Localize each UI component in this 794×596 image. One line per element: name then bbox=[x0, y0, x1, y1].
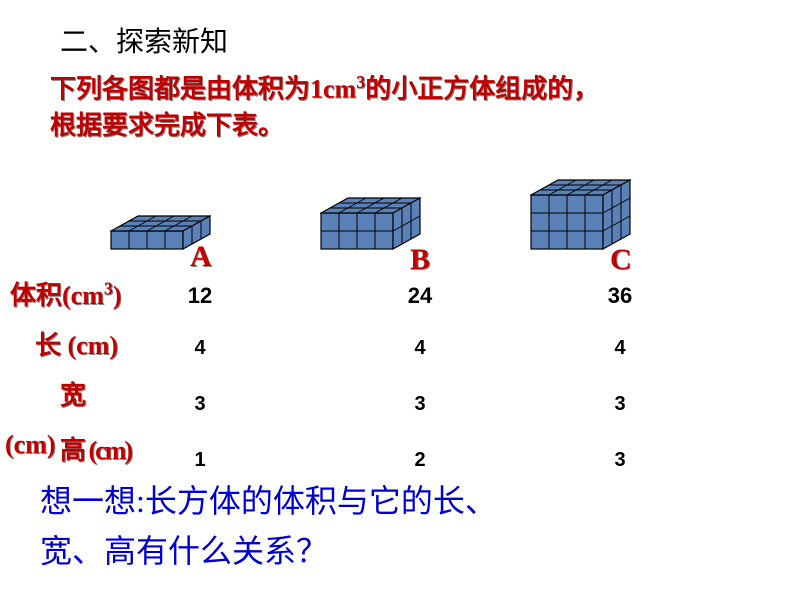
row-label-volume: 体积(cm3) bbox=[10, 275, 122, 312]
value-volume-a: 12 bbox=[188, 283, 212, 309]
shape-label-c: C bbox=[610, 243, 632, 277]
question-text: 想一想:长方体的体积与它的长、 宽、高有什么关系？ bbox=[40, 477, 497, 576]
value-height-a: 1 bbox=[194, 449, 205, 472]
question-line1: 想一想:长方体的体积与它的长、 bbox=[40, 483, 497, 519]
shape-label-a: A bbox=[190, 240, 212, 274]
instruction-text: 下列各图都是由体积为1cm3的小正方体组成的， 根据要求完成下表。 bbox=[50, 70, 599, 144]
value-length-a: 4 bbox=[194, 337, 205, 360]
cube-diagram-c bbox=[530, 179, 631, 250]
row-label-volume-post: ) bbox=[113, 281, 122, 310]
row-label-length: 长 (cm) bbox=[35, 325, 118, 362]
value-length-c: 4 bbox=[614, 337, 625, 360]
instruction-line2: 根据要求完成下表。 bbox=[50, 111, 284, 140]
shape-label-b: B bbox=[410, 243, 430, 277]
value-volume-c: 36 bbox=[608, 283, 632, 309]
value-height-c: 3 bbox=[614, 449, 625, 472]
row-label-width-unit-misplaced: (cm) bbox=[5, 430, 56, 460]
row-label-width: 宽 bbox=[60, 375, 86, 412]
row-label-volume-sup: 3 bbox=[104, 278, 113, 298]
row-label-volume-pre: 体积(cm bbox=[10, 281, 104, 310]
question-line2: 宽、高有什么关系？ bbox=[40, 533, 328, 569]
instruction-line1-b: 的小正方体组成的， bbox=[365, 75, 599, 104]
section-title: 二、探索新知 bbox=[60, 20, 228, 60]
value-width-a: 3 bbox=[194, 393, 205, 416]
value-volume-b: 24 bbox=[408, 283, 432, 309]
value-length-b: 4 bbox=[414, 337, 425, 360]
row-label-height-overlap: 高 (cm) bbox=[60, 430, 131, 467]
value-height-b: 2 bbox=[414, 449, 425, 472]
instruction-sup: 3 bbox=[356, 72, 365, 92]
value-width-b: 3 bbox=[414, 393, 425, 416]
value-width-c: 3 bbox=[614, 393, 625, 416]
instruction-line1-a: 下列各图都是由体积为1cm bbox=[50, 75, 356, 104]
cube-diagram-b bbox=[320, 197, 421, 250]
cubes-row bbox=[0, 150, 794, 250]
